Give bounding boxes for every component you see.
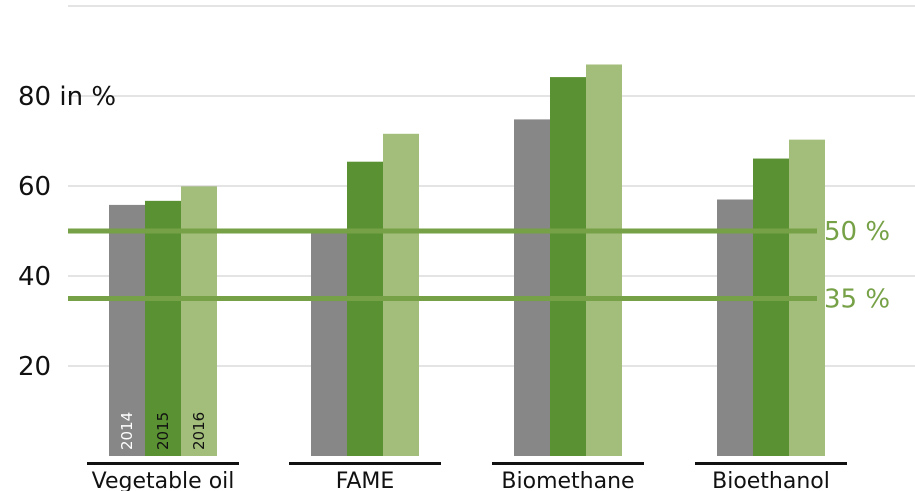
series-label-2016: 2016 xyxy=(190,412,208,450)
bar-2014 xyxy=(514,119,550,457)
series-label-2015: 2015 xyxy=(154,412,172,450)
bar-2014 xyxy=(311,231,347,456)
y-tick-label: 20 xyxy=(18,352,51,382)
bar-2015 xyxy=(145,200,181,456)
category-label: FAME xyxy=(336,469,395,491)
series-labels: 2014 2015 2016 xyxy=(118,412,208,450)
category-label: Bioethanol xyxy=(712,469,830,491)
category-axis: Vegetable oil FAME Biomethane Bioethanol xyxy=(87,462,847,491)
category-label: Vegetable oil xyxy=(92,469,235,491)
y-tick-label: 40 xyxy=(18,262,51,292)
bar-2014 xyxy=(717,199,753,456)
reference-lines: 50 % 35 % xyxy=(68,217,890,315)
bar-2015 xyxy=(550,77,586,456)
bar-2014 xyxy=(109,204,145,456)
y-tick-label: 80 in % xyxy=(18,82,116,112)
reference-line-label: 50 % xyxy=(824,217,890,247)
bar-2015 xyxy=(347,161,383,456)
bar-2016 xyxy=(586,64,622,456)
bar-2015 xyxy=(753,158,789,457)
y-axis-ticks: 20 40 60 80 in % xyxy=(18,82,116,382)
y-tick-label: 60 xyxy=(18,172,51,202)
category-label: Biomethane xyxy=(501,469,634,491)
bar-2016 xyxy=(383,133,419,457)
reference-line-label: 35 % xyxy=(824,285,890,315)
bars xyxy=(109,64,825,457)
series-label-2014: 2014 xyxy=(118,412,136,450)
